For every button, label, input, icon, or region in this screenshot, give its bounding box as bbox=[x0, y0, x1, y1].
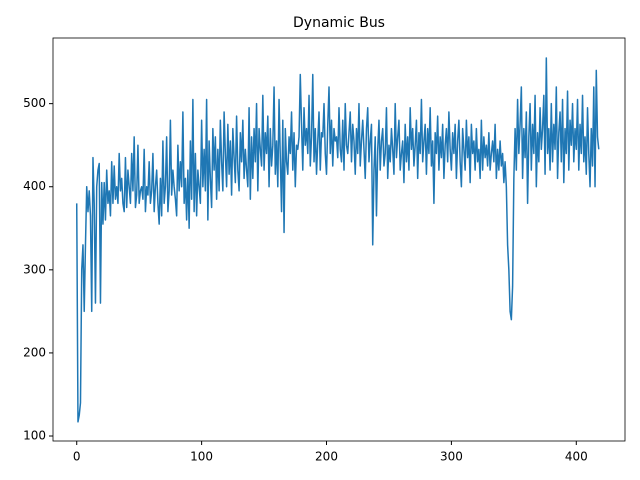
y-tick-label: 300 bbox=[23, 262, 46, 276]
y-tick-label: 100 bbox=[23, 429, 46, 443]
x-tick-label: 0 bbox=[73, 450, 81, 464]
x-tick-label: 200 bbox=[315, 450, 338, 464]
data-line bbox=[75, 57, 600, 423]
y-tick-label: 200 bbox=[23, 345, 46, 359]
axes-frame bbox=[52, 37, 626, 442]
x-tick-label: 400 bbox=[565, 450, 588, 464]
x-tick-label: 300 bbox=[440, 450, 463, 464]
chart-title: Dynamic Bus bbox=[293, 15, 385, 31]
y-tick-label: 500 bbox=[23, 96, 46, 110]
x-tick-label: 100 bbox=[190, 450, 213, 464]
y-tick-label: 400 bbox=[23, 179, 46, 193]
